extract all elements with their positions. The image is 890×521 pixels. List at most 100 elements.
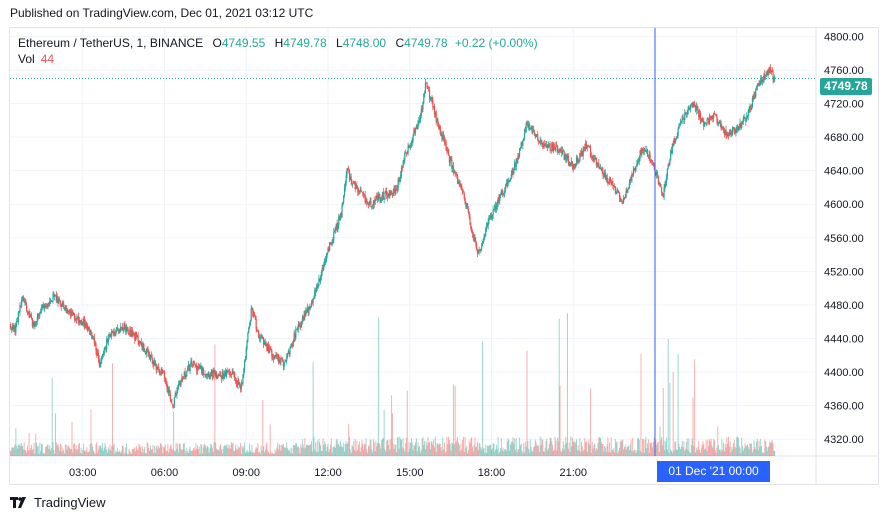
candle-body [506,182,508,187]
candle-body [352,181,355,184]
volume-bar [166,451,168,456]
candle-body [656,172,659,176]
volume-bar [75,445,77,456]
volume-bar [126,443,128,456]
candle-body [199,366,201,369]
volume-bar [652,441,654,456]
volume-bar [556,450,558,456]
candle-body [267,344,270,353]
candle-body [399,178,401,182]
candle-body [187,367,189,372]
candle-body [184,371,186,376]
candle-body [755,89,757,97]
candle-body [509,178,512,181]
candle-body [28,312,30,317]
candle-body [475,240,477,244]
volume-bar [49,445,51,456]
candle-body [591,156,593,158]
volume-bar [374,451,376,456]
candle-body [222,371,224,379]
volume-bar [159,443,161,456]
candle-body [70,311,72,316]
candle-body [132,333,134,336]
candle-body [252,308,254,317]
volume-bar [663,440,665,456]
volume-bar [331,452,333,456]
candle-body [637,160,640,162]
volume-bar [748,449,750,456]
volume-bar [538,452,540,456]
candle-body [488,216,490,221]
volume-bar [457,442,459,456]
candle-body [433,106,435,108]
volume-bar [29,450,31,456]
volume-bar [22,449,24,456]
volume-bar [338,443,340,456]
candle-body [363,194,365,196]
candle-body [193,361,195,364]
candle-body [705,123,707,125]
volume-bar [90,409,92,456]
tradingview-brand[interactable]: TradingView [10,495,106,510]
candlestick-chart[interactable]: 4800.004760.004720.004680.004640.004600.… [10,28,879,484]
candle-body [526,123,528,125]
volume-bar [201,453,203,456]
candle-body [645,150,647,152]
volume-bar [759,446,761,456]
volume-bar [585,441,587,456]
volume-bar [263,452,265,456]
candle-body [176,391,178,395]
volume-bar [742,446,744,456]
volume-bar [344,451,346,456]
volume-bar [506,441,508,456]
volume-bar [164,447,165,456]
price-tick-label: 4600.00 [824,199,864,211]
volume-bar [235,448,237,456]
price-tick-label: 4520.00 [824,266,864,278]
candle-body [727,133,729,136]
volume-bar [185,453,187,456]
volume-bar [232,442,234,456]
volume-bar [704,448,706,456]
volume-bar [652,447,654,456]
candle-body [767,68,769,75]
volume-bar [45,446,47,456]
volume-bar [73,443,75,456]
candle-body [585,143,587,149]
volume-bar [191,450,193,456]
volume-bar [361,439,363,456]
volume-bar [116,448,118,456]
candle-body [175,393,177,395]
volume-bar [316,440,318,456]
candle-body [262,337,264,339]
volume-bar [194,450,196,456]
candle-body [471,231,474,234]
candle-body [605,175,607,180]
volume-bar [415,438,417,456]
candle-body [181,377,183,380]
volume-bar [694,452,696,456]
candle-body [81,321,83,326]
volume-bar [411,442,413,456]
volume-bar [204,444,206,456]
volume-bar [571,446,573,456]
candle-body [301,317,304,322]
candle-body [106,339,108,350]
candle-body [408,145,410,148]
candle-body [140,342,142,346]
candle-body [10,326,12,330]
volume-bar [117,451,119,456]
volume-bar [678,444,680,456]
volume-bar [541,438,543,456]
candle-body [204,374,206,375]
last-price-tag: 4749.78 [820,78,872,95]
candle-body [72,312,74,315]
candle-body [274,356,276,358]
candle-body [624,197,626,199]
candle-body [548,144,550,146]
volume-bar [672,372,674,456]
volume-bar [462,436,464,456]
candle-body [597,163,599,164]
volume-bar [267,450,269,456]
candle-body [367,202,370,205]
